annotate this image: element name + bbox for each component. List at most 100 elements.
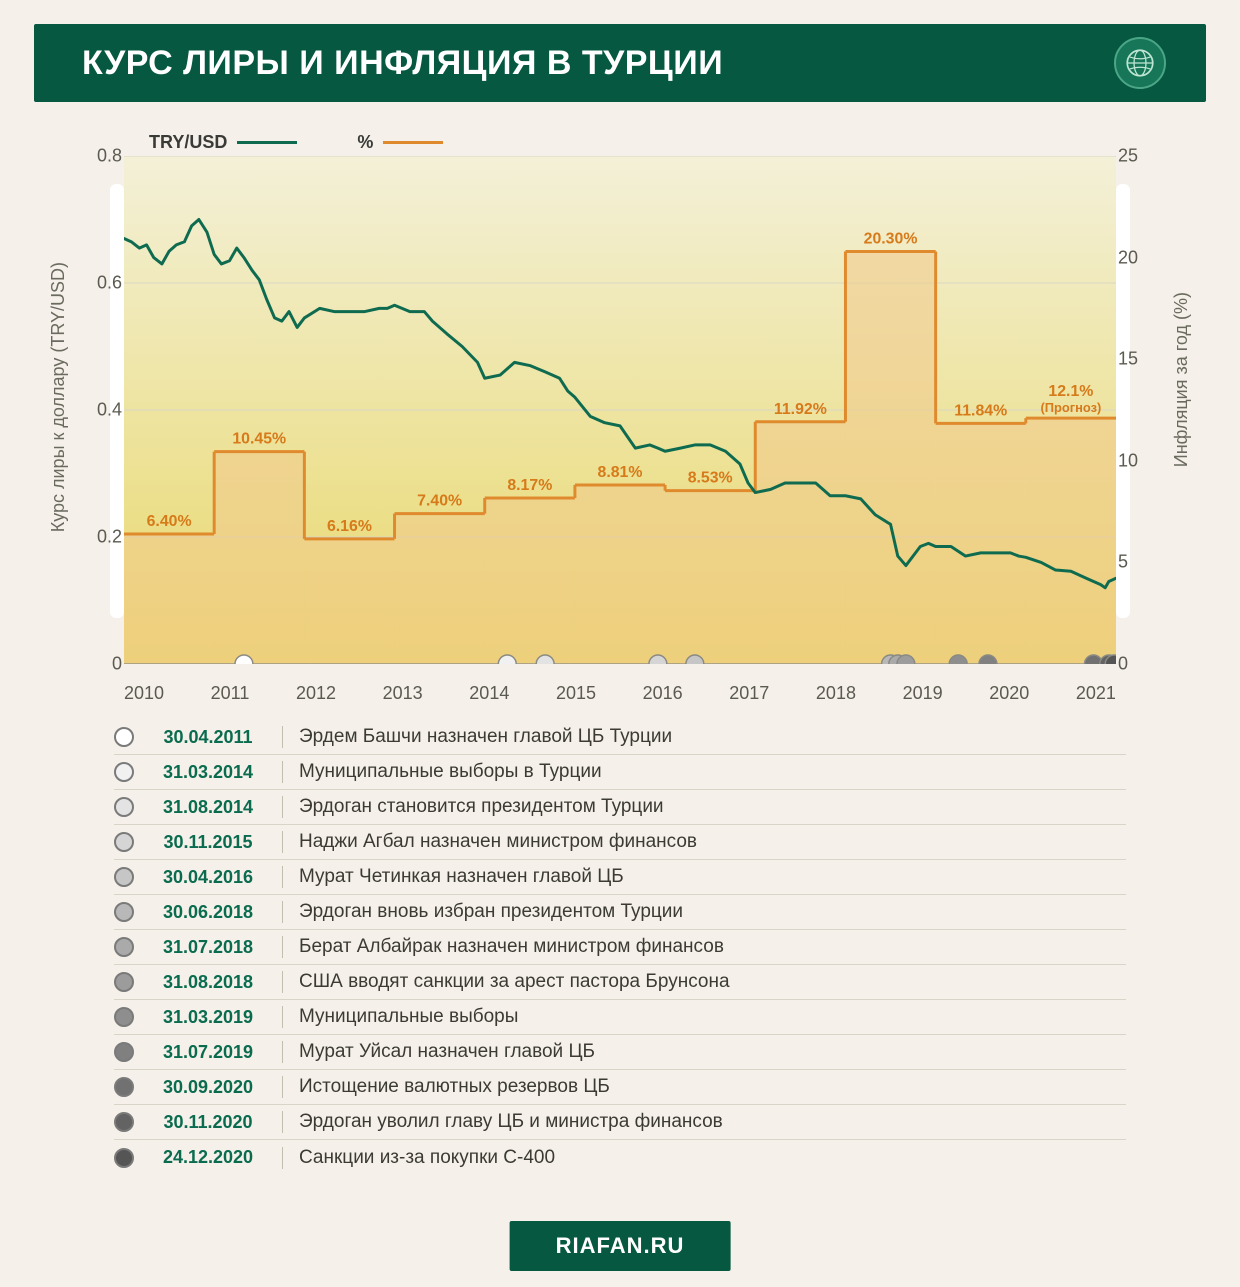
page-title: КУРС ЛИРЫ И ИНФЛЯЦИЯ В ТУРЦИИ xyxy=(82,44,723,83)
event-text: Эрдоган вновь избран президентом Турции xyxy=(299,901,683,923)
svg-text:8.17%: 8.17% xyxy=(507,477,552,494)
event-dot-icon xyxy=(114,1112,134,1132)
event-text: Муниципальные выборы в Турции xyxy=(299,761,602,783)
y-left-tick: 0.2 xyxy=(72,527,122,548)
svg-text:7.40%: 7.40% xyxy=(417,493,462,510)
event-date: 24.12.2020 xyxy=(150,1147,266,1168)
svg-text:(Прогноз): (Прогноз) xyxy=(1040,400,1101,415)
event-text: Санкции из-за покупки С-400 xyxy=(299,1147,555,1169)
event-date: 30.06.2018 xyxy=(150,902,266,923)
event-dot-icon xyxy=(114,1148,134,1168)
event-separator xyxy=(282,971,283,993)
event-dot-icon xyxy=(114,1077,134,1097)
svg-text:10.45%: 10.45% xyxy=(232,431,286,448)
y-right-tick: 20 xyxy=(1118,247,1168,268)
event-dot-icon xyxy=(114,797,134,817)
y-ticks-right: 0510152025 xyxy=(1118,156,1168,664)
y-left-tick: 0.6 xyxy=(72,273,122,294)
event-separator xyxy=(282,1147,283,1169)
legend-item-lira: TRY/USD xyxy=(149,132,297,153)
event-separator xyxy=(282,831,283,853)
x-tick-year: 2019 xyxy=(903,683,943,704)
event-text: Мурат Уйсал назначен главой ЦБ xyxy=(299,1041,595,1063)
footer-source: RIAFAN.RU xyxy=(510,1221,731,1271)
legend-label-lira: TRY/USD xyxy=(149,132,227,153)
event-date: 31.08.2014 xyxy=(150,797,266,818)
event-text: Истощение валютных резервов ЦБ xyxy=(299,1076,610,1098)
svg-text:12.1%: 12.1% xyxy=(1048,383,1093,400)
event-dot-icon xyxy=(114,1007,134,1027)
chart-area: TRY/USD % Курс лиры к доллару (TRY/USD) … xyxy=(34,132,1206,712)
x-tick-year: 2017 xyxy=(729,683,769,704)
event-dot-icon xyxy=(114,902,134,922)
event-separator xyxy=(282,1006,283,1028)
event-dot-icon xyxy=(114,762,134,782)
y-right-tick: 5 xyxy=(1118,552,1168,573)
svg-text:6.16%: 6.16% xyxy=(327,518,372,535)
event-dot-icon xyxy=(114,972,134,992)
x-axis-ticks: 2010201120122013201420152016201720182019… xyxy=(124,683,1116,704)
event-row: 31.08.2014 Эрдоган становится президентом… xyxy=(114,790,1126,825)
x-tick-year: 2018 xyxy=(816,683,856,704)
x-tick-year: 2014 xyxy=(469,683,509,704)
svg-text:8.81%: 8.81% xyxy=(598,464,643,481)
y-right-tick: 0 xyxy=(1118,654,1168,675)
plot-wrap: 6.40%10.45%6.16%7.40%8.17%8.81%8.53%11.9… xyxy=(124,156,1116,664)
event-text: Берат Албайрак назначен министром финанс… xyxy=(299,936,724,958)
event-text: США вводят санкции за арест пастора Брун… xyxy=(299,971,730,993)
event-date: 31.03.2014 xyxy=(150,762,266,783)
event-separator xyxy=(282,761,283,783)
event-separator xyxy=(282,726,283,748)
event-text: Эрдем Башчи назначен главой ЦБ Турции xyxy=(299,726,672,748)
event-dot-icon xyxy=(114,937,134,957)
y-right-tick: 25 xyxy=(1118,146,1168,167)
event-row: 31.08.2018 США вводят санкции за арест па… xyxy=(114,965,1126,1000)
event-dot-icon xyxy=(114,1042,134,1062)
globe-badge-icon xyxy=(1114,37,1166,89)
event-date: 30.04.2011 xyxy=(150,727,266,748)
legend: TRY/USD % xyxy=(149,132,443,153)
event-date: 31.07.2018 xyxy=(150,937,266,958)
event-row: 30.04.2011 Эрдем Башчи назначен главой ЦБ… xyxy=(114,720,1126,755)
event-text: Эрдоган становится президентом Турции xyxy=(299,796,664,818)
svg-text:11.92%: 11.92% xyxy=(774,401,827,418)
event-row: 31.03.2014 Муниципальные выборы в Турции xyxy=(114,755,1126,790)
infographic-page: КУРС ЛИРЫ И ИНФЛЯЦИЯ В ТУРЦИИ TRY/USD % xyxy=(0,0,1240,1287)
event-row: 31.07.2019 Мурат Уйсал назначен главой ЦБ xyxy=(114,1035,1126,1070)
event-date: 31.07.2019 xyxy=(150,1042,266,1063)
x-tick-year: 2011 xyxy=(211,683,250,704)
event-dot-icon xyxy=(114,832,134,852)
y-left-tick: 0.4 xyxy=(72,400,122,421)
svg-text:11.84%: 11.84% xyxy=(954,402,1007,419)
svg-text:20.30%: 20.30% xyxy=(864,230,918,247)
event-row: 30.11.2020Эрдоган уволил главу ЦБ и мини… xyxy=(114,1105,1126,1140)
x-tick-year: 2012 xyxy=(296,683,336,704)
event-date: 30.09.2020 xyxy=(150,1077,266,1098)
header-bar: КУРС ЛИРЫ И ИНФЛЯЦИЯ В ТУРЦИИ xyxy=(34,24,1206,102)
event-row: 30.11.2015Наджи Агбал назначен министром… xyxy=(114,825,1126,860)
event-date: 30.04.2016 xyxy=(150,867,266,888)
event-separator xyxy=(282,1076,283,1098)
x-tick-year: 2020 xyxy=(989,683,1029,704)
events-list: 30.04.2011 Эрдем Башчи назначен главой ЦБ… xyxy=(34,720,1206,1175)
event-separator xyxy=(282,866,283,888)
legend-label-inflation: % xyxy=(357,132,373,153)
event-text: Муниципальные выборы xyxy=(299,1006,518,1028)
event-row: 24.12.2020 Санкции из-за покупки С-400 xyxy=(114,1140,1126,1175)
event-row: 30.09.2020 Истощение валютных резервов ЦБ xyxy=(114,1070,1126,1105)
y-ticks-left: 00.20.40.60.8 xyxy=(72,156,122,664)
event-text: Эрдоган уволил главу ЦБ и министра финан… xyxy=(299,1111,723,1133)
event-text: Наджи Агбал назначен министром финансов xyxy=(299,831,697,853)
x-tick-year: 2016 xyxy=(643,683,683,704)
svg-text:8.53%: 8.53% xyxy=(688,470,733,487)
event-text: Мурат Четинкая назначен главой ЦБ xyxy=(299,866,624,888)
event-separator xyxy=(282,901,283,923)
y-right-tick: 15 xyxy=(1118,349,1168,370)
y-left-tick: 0.8 xyxy=(72,146,122,167)
x-tick-year: 2015 xyxy=(556,683,596,704)
event-separator xyxy=(282,796,283,818)
event-row: 31.03.2019Муниципальные выборы xyxy=(114,1000,1126,1035)
event-date: 31.08.2018 xyxy=(150,972,266,993)
event-separator xyxy=(282,1041,283,1063)
event-dot-icon xyxy=(114,727,134,747)
